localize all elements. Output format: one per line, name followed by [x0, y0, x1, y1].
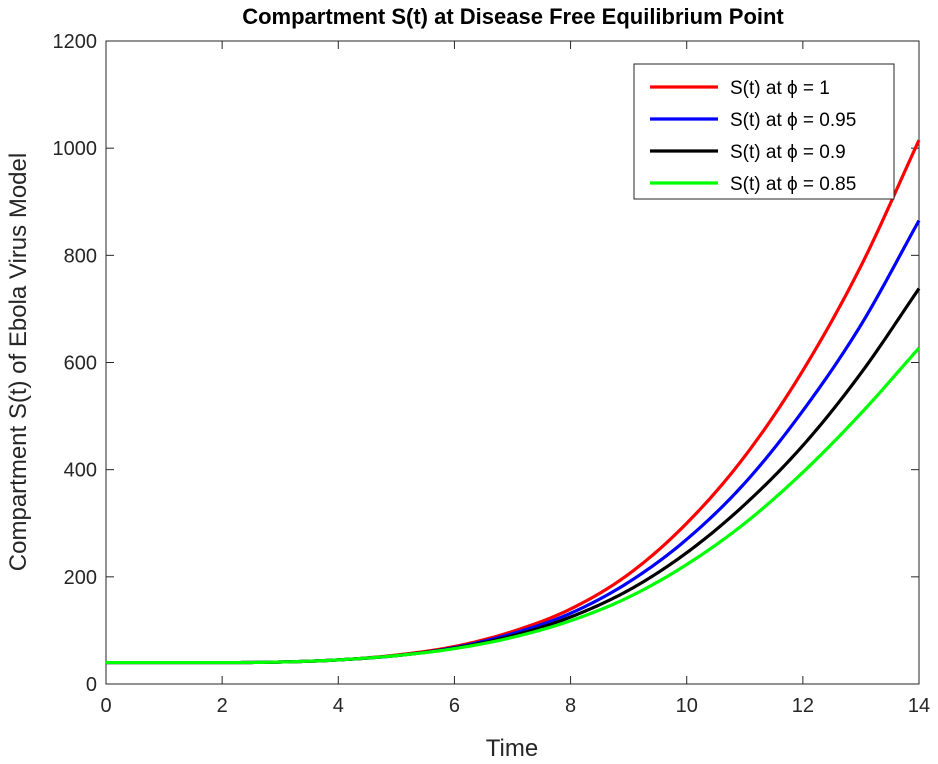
x-tick-label: 2	[217, 695, 228, 717]
y-axis-label: Compartment S(t) of Ebola Virus Model	[5, 153, 32, 571]
series-line-4	[106, 346, 921, 665]
x-tick-label: 0	[100, 695, 111, 717]
x-tick-label: 8	[565, 695, 576, 717]
x-tick-label: 6	[449, 695, 460, 717]
y-tick-label: 600	[64, 353, 97, 375]
x-tick-label: 10	[676, 695, 698, 717]
y-tick-label: 1000	[53, 138, 98, 160]
legend-label-1: S(t) at ϕ = 1	[730, 78, 830, 99]
x-tick-label: 12	[792, 695, 814, 717]
x-axis-label: Time	[486, 735, 538, 762]
x-tick-label: 4	[333, 695, 344, 717]
y-tick-label: 0	[86, 674, 97, 696]
y-tick-label: 200	[64, 567, 97, 589]
y-tick-label: 800	[64, 245, 97, 267]
chart-title: Compartment S(t) at Disease Free Equilib…	[242, 4, 784, 29]
legend-label-2: S(t) at ϕ = 0.95	[730, 110, 856, 131]
y-tick-label: 1200	[53, 31, 98, 53]
legend-label-4: S(t) at ϕ = 0.85	[730, 174, 856, 195]
series-lines	[106, 139, 921, 665]
legend: S(t) at ϕ = 1 S(t) at ϕ = 0.95 S(t) at ϕ =…	[633, 63, 895, 200]
axis-ticks: 0 2 4 6 8 10 12 14 0 200 400 600 800 1000 1200	[53, 31, 931, 717]
legend-label-3: S(t) at ϕ = 0.9	[730, 142, 846, 163]
y-tick-label: 400	[64, 460, 97, 482]
x-tick-label: 14	[908, 695, 930, 717]
